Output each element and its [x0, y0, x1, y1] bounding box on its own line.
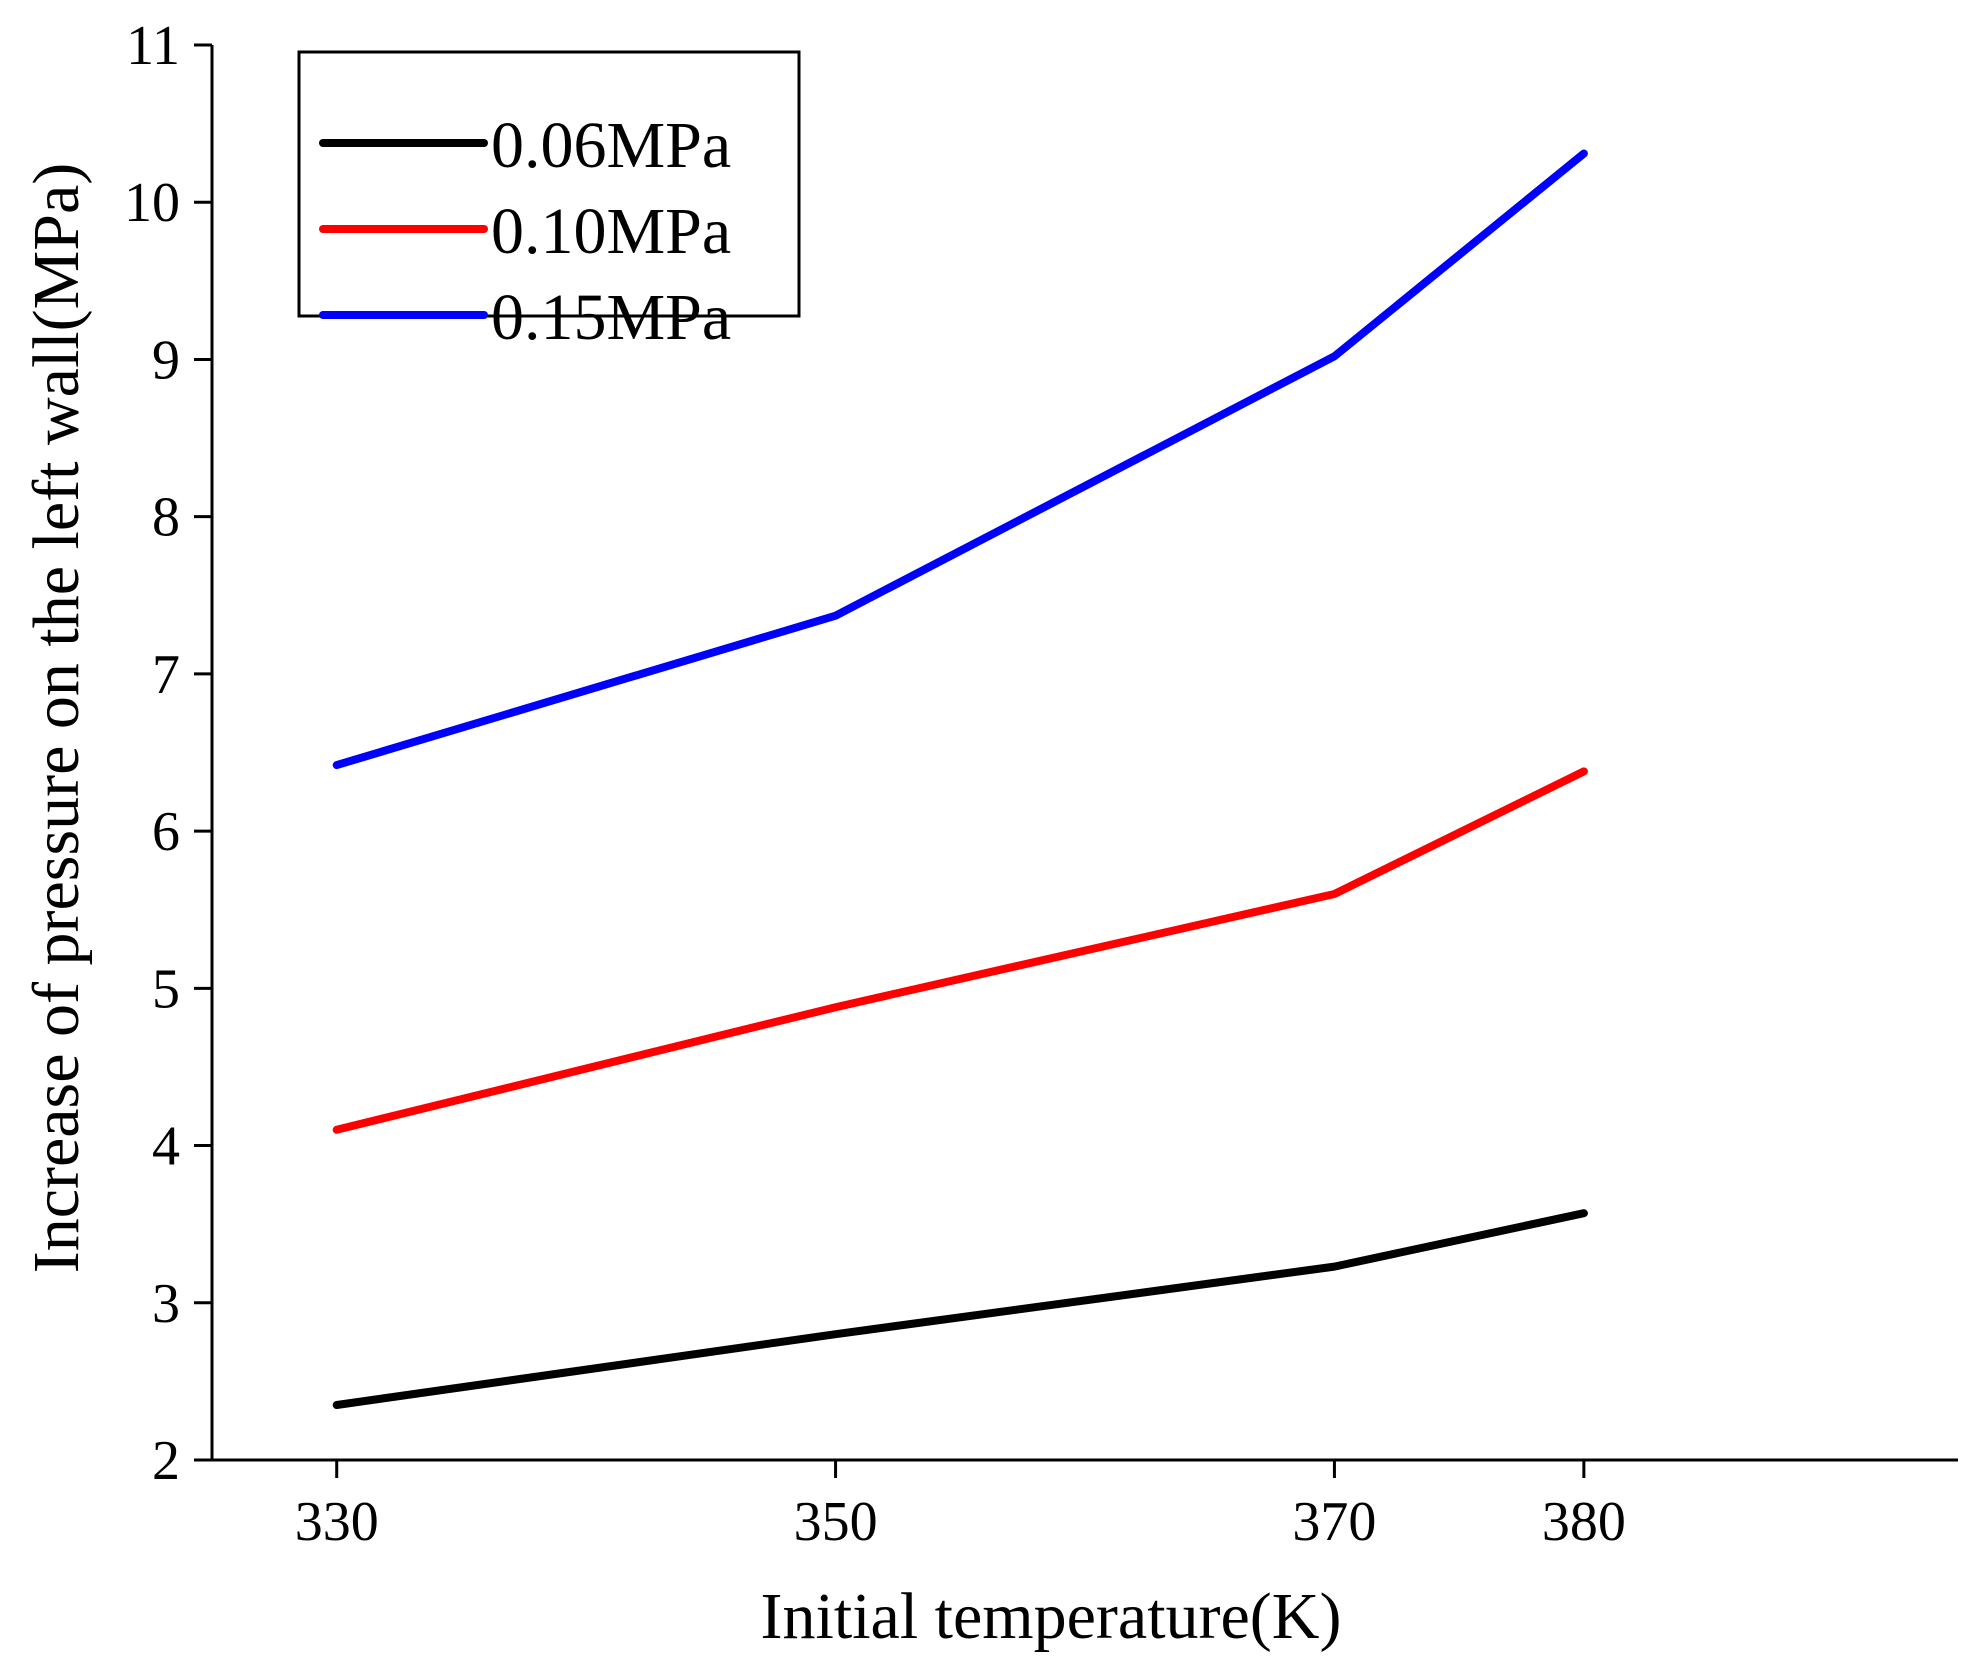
y-tick-label: 5	[152, 958, 180, 1020]
series-lines	[332, 149, 1588, 1409]
y-tick-label: 4	[152, 1116, 180, 1178]
y-tick-label: 6	[152, 801, 180, 863]
y-tick-label: 2	[152, 1430, 180, 1492]
legend: 0.06MPa 0.10MPa 0.15MPa	[297, 50, 801, 354]
legend-label: 0.10MPa	[491, 195, 731, 268]
y-tick-label: 8	[152, 487, 180, 549]
legend-label: 0.06MPa	[491, 109, 731, 182]
x-tick-label: 330	[295, 1491, 379, 1553]
y-axis-title: Increase of pressure on the left wall(MP…	[20, 163, 93, 1274]
y-tick-label: 11	[126, 15, 180, 77]
series-line-0.15MPa	[332, 149, 1588, 770]
legend-label: 0.15MPa	[491, 281, 731, 354]
y-tick-label: 7	[152, 644, 180, 706]
legend-box	[297, 50, 801, 318]
axes: 2 3 4 5 6 7 8 9 10 11 330 350 370 380	[124, 15, 1958, 1553]
y-tick-label: 3	[152, 1273, 180, 1335]
series-line-0.10MPa	[332, 767, 1588, 1134]
series-line-0.06MPa	[332, 1209, 1588, 1409]
x-axis-title: Initial temperature(K)	[761, 1580, 1342, 1653]
y-tick-label: 10	[124, 172, 180, 234]
x-tick-label: 350	[794, 1491, 878, 1553]
y-tick-label: 9	[152, 329, 180, 391]
x-tick-label: 380	[1542, 1491, 1626, 1553]
x-tick-label: 370	[1292, 1491, 1376, 1553]
